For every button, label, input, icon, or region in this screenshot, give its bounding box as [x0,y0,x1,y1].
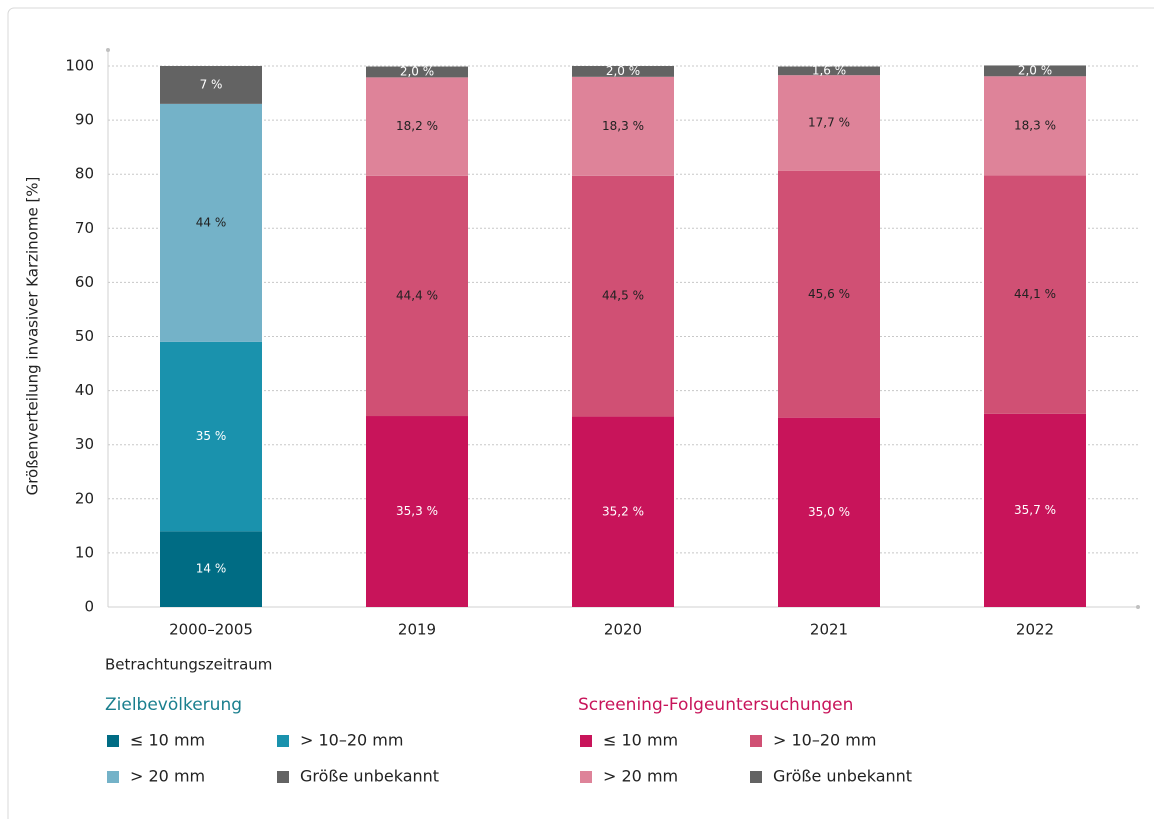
value-label: 35,0 % [808,505,850,519]
legend-title: Zielbevölkerung [105,695,242,715]
value-label: 35,2 % [602,504,644,518]
y-tick-label: 40 [75,381,94,399]
value-label: 44,5 % [602,289,644,303]
legend-label: Größe unbekannt [773,767,912,786]
legend-label: > 20 mm [130,767,205,786]
value-label: 35,7 % [1014,503,1056,517]
axis-dot [106,48,110,52]
legend-label: ≤ 10 mm [603,731,678,750]
bar-segment [160,531,262,607]
x-tick-label: 2020 [604,621,642,639]
y-tick-label: 50 [75,327,94,345]
x-axis-label: Betrachtungszeitraum [105,656,272,674]
value-label: 44,1 % [1014,287,1056,301]
bar-segment [984,413,1086,607]
bar-segment [572,416,674,607]
value-label: 45,6 % [808,287,850,301]
legend-label: > 20 mm [603,767,678,786]
value-label: 18,2 % [396,119,438,133]
bar-segment [572,175,674,417]
value-label: 18,3 % [1014,118,1056,132]
y-tick-label: 100 [65,57,94,75]
bar-segment [778,66,880,76]
y-tick-label: 90 [75,111,94,129]
legend-swatch [277,771,289,783]
y-tick-label: 0 [84,598,94,616]
y-tick-label: 20 [75,489,94,507]
value-label: 35 % [196,429,227,443]
legend-label: > 10–20 mm [773,731,876,750]
x-tick-label: 2000–2005 [169,621,253,639]
bar-segment [572,66,674,77]
value-label: 44,4 % [396,288,438,302]
value-label: 7 % [200,77,223,91]
bar-segment [160,66,262,104]
bar-segment [778,417,880,607]
value-label: 44 % [196,215,227,229]
value-label: 35,3 % [396,504,438,518]
legend-label: Größe unbekannt [300,767,439,786]
bar-segment [572,76,674,176]
card-border [7,7,1154,819]
legend-swatch [107,771,119,783]
value-label: 14 % [196,562,227,576]
bar-segment [366,416,468,607]
bar-segment [366,77,468,176]
y-tick-label: 10 [75,543,94,561]
legend-swatch [277,735,289,747]
bar-segment [366,175,468,417]
value-label: 17,7 % [808,116,850,130]
legend-swatch [750,771,762,783]
bar-segment [160,341,262,532]
y-tick-label: 70 [75,219,94,237]
value-label: 1,6 % [812,63,846,77]
bar-segment [984,175,1086,414]
axis-dot [1136,605,1140,609]
bar-segment [984,76,1086,176]
y-tick-label: 30 [75,435,94,453]
bar-segment [366,66,468,78]
x-tick-label: 2022 [1016,621,1054,639]
y-tick-label: 80 [75,165,94,183]
x-tick-label: 2021 [810,621,848,639]
value-label: 2,0 % [606,64,640,78]
bar-segment [778,170,880,418]
bar-segment [984,65,1086,77]
bar-segment [160,103,262,342]
bar-segment [778,75,880,171]
legend-label: > 10–20 mm [300,731,403,750]
y-tick-label: 60 [75,273,94,291]
value-label: 2,0 % [400,64,434,78]
legend-swatch [750,735,762,747]
y-axis-label: Größenverteilung invasiver Karzinome [%] [24,177,42,496]
legend-swatch [107,735,119,747]
legend-label: ≤ 10 mm [130,731,205,750]
value-label: 2,0 % [1018,63,1052,77]
x-tick-label: 2019 [398,621,436,639]
value-label: 18,3 % [602,119,644,133]
legend-swatch [580,771,592,783]
legend-swatch [580,735,592,747]
legend-title: Screening-Folgeuntersuchungen [578,695,853,715]
